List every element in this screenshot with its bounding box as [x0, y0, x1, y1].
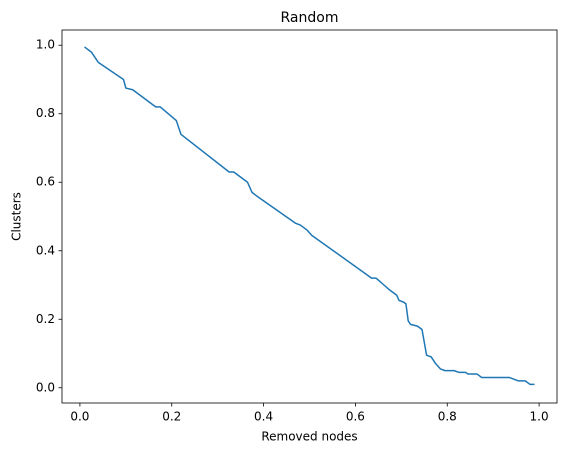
x-tick-label: 0.2: [162, 410, 181, 424]
y-tick-label: 0.8: [36, 106, 55, 120]
data-line: [84, 46, 535, 386]
y-tick-label: 0.6: [36, 175, 55, 189]
x-axis-label: Removed nodes: [261, 430, 357, 444]
x-tick-label: 0.0: [70, 410, 89, 424]
y-tick-label: 0.0: [36, 380, 55, 394]
x-tick-label: 1.0: [530, 410, 549, 424]
chart-title: Random: [281, 10, 339, 26]
y-tick-label: 0.2: [36, 312, 55, 326]
x-tick-label: 0.8: [438, 410, 457, 424]
y-axis-label: Clusters: [10, 192, 24, 241]
x-tick-label: 0.4: [254, 410, 273, 424]
y-tick-label: 1.0: [36, 38, 55, 52]
axes-frame: [61, 29, 558, 404]
y-tick-label: 0.4: [36, 243, 55, 257]
x-tick-label: 0.6: [346, 410, 365, 424]
